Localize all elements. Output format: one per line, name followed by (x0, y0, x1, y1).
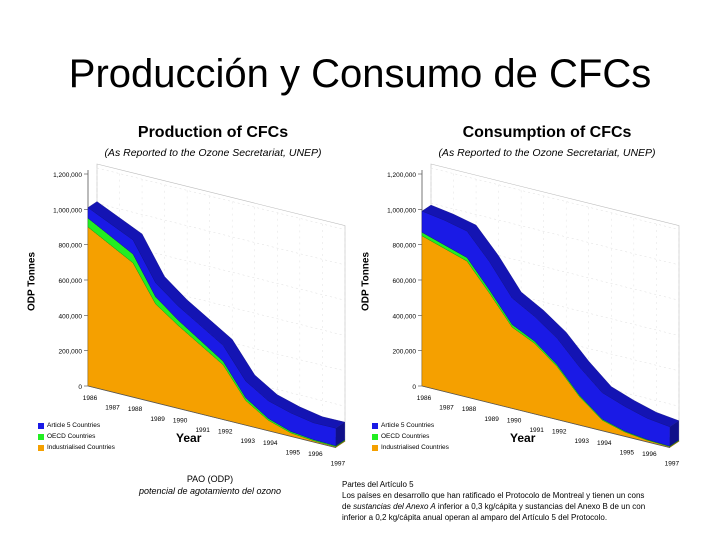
x-tick-label: 1986 (83, 395, 98, 402)
x-tick-label: 1994 (597, 440, 612, 447)
legend-item-oecd: OECD Countries (372, 431, 449, 442)
legend-label: OECD Countries (381, 433, 430, 440)
area-side-0 (335, 440, 345, 448)
legend-label: Industrialised Countries (381, 444, 449, 451)
y-tick-label: 1,000,000 (53, 207, 82, 214)
odp-note-line: potencial de agotamiento del ozono (138, 486, 282, 496)
x-tick-label: 1989 (150, 416, 165, 423)
production-plot: 0 200,000 400,000 600,000 800,000 1,000,000 1,… (53, 163, 346, 468)
x-tick-label: 1986 (417, 395, 432, 402)
x-tick-label: 1990 (507, 417, 522, 424)
legend-label: Industrialised Countries (47, 444, 115, 451)
y-tick-label: 800,000 (59, 243, 83, 250)
x-tick-label: 1994 (263, 440, 278, 447)
chart-subtitle: (As Reported to the Ozone Secretariat, U… (104, 147, 322, 159)
slide-title: Producción y Consumo de CFCs (68, 52, 652, 96)
y-tick-label: 400,000 (59, 313, 83, 320)
x-tick-label: 1992 (218, 429, 233, 436)
x-tick-label: 1996 (308, 451, 323, 458)
area-side-2 (669, 420, 679, 447)
legend-item-oecd: OECD Countries (38, 431, 115, 442)
y-tick-label: 600,000 (59, 278, 83, 285)
x-tick-label: 1995 (286, 449, 301, 456)
area-side-0 (669, 440, 679, 448)
legend-item-industrialised: Industrialised Countries (372, 442, 449, 453)
legend-item-article5: Article 5 Countries (38, 420, 115, 431)
y-tick-label: 200,000 (59, 349, 83, 356)
x-tick-label: 1987 (439, 405, 454, 412)
y-tick-label: 0 (412, 384, 416, 391)
legend-label: Article 5 Countries (381, 422, 435, 429)
odp-note: PAO (ODP) potencial de agotamiento del o… (100, 473, 320, 497)
x-tick-label: 1993 (241, 438, 256, 445)
x-tick-label: 1989 (484, 416, 499, 423)
chart-legend: Article 5 Countries OECD Countries Indus… (38, 420, 115, 453)
y-tick-label: 400,000 (393, 313, 417, 320)
x-tick-label: 1997 (665, 461, 680, 468)
y-tick-label: 0 (78, 384, 82, 391)
y-tick-label: 200,000 (393, 349, 417, 356)
article5-note-heading: Partes del Artículo 5 (342, 480, 414, 489)
y-tick-label: 1,200,000 (387, 172, 416, 179)
x-axis-line (87, 385, 336, 448)
chart-title: Production of CFCs (137, 124, 289, 141)
chart-subtitle: (As Reported to the Ozone Secretariat, U… (438, 147, 656, 159)
consumption-chart: Consumption of CFCs (As Reported to the … (361, 118, 692, 468)
x-tick-label: 1990 (173, 417, 188, 424)
area-side-1 (335, 439, 345, 447)
x-tick-label: 1991 (529, 427, 544, 434)
x-axis-label: Year (510, 431, 536, 445)
legend-item-article5: Article 5 Countries (372, 420, 449, 431)
article5-note: Partes del Artículo 5 Los países en desa… (342, 479, 720, 523)
area-side-1 (669, 440, 679, 447)
y-tick-label: 1,200,000 (53, 172, 82, 179)
x-tick-label: 1996 (642, 451, 657, 458)
article5-note-line: Los países en desarrollo que han ratific… (342, 491, 645, 500)
y-tick-label: 1,000,000 (387, 207, 416, 214)
x-axis-line (421, 385, 670, 448)
x-tick-label: 1993 (575, 438, 590, 445)
y-tick-label: 800,000 (393, 243, 417, 250)
odp-note-line: PAO (ODP) (186, 474, 234, 484)
chart-title: Consumption of CFCs (462, 124, 632, 141)
consumption-plot: 0 200,000 400,000 600,000 800,000 1,000,000 1,… (387, 163, 680, 468)
article5-note-line: de sustancias del Anexo A inferior a 0,3… (342, 502, 646, 511)
x-tick-label: 1988 (462, 406, 477, 413)
y-tick-label: 600,000 (393, 278, 417, 285)
x-tick-label: 1988 (128, 406, 143, 413)
x-tick-label: 1991 (195, 427, 210, 434)
article5-note-line: inferior a 0,2 kg/cápita anual operan al… (342, 513, 608, 522)
production-chart: Production of CFCs (As Reported to the O… (27, 118, 358, 468)
x-axis-label: Year (176, 431, 202, 445)
area-depth-2 (421, 204, 680, 427)
legend-label: OECD Countries (47, 433, 96, 440)
legend-item-industrialised: Industrialised Countries (38, 442, 115, 453)
annex-a-text: sustancias del Anexo A (353, 502, 436, 511)
x-tick-label: 1992 (552, 429, 567, 436)
x-tick-label: 1997 (331, 461, 346, 468)
legend-label: Article 5 Countries (47, 422, 101, 429)
x-tick-label: 1995 (620, 449, 635, 456)
area-side-2 (335, 422, 345, 446)
chart-legend: Article 5 Countries OECD Countries Indus… (372, 420, 449, 453)
x-tick-label: 1987 (105, 405, 120, 412)
